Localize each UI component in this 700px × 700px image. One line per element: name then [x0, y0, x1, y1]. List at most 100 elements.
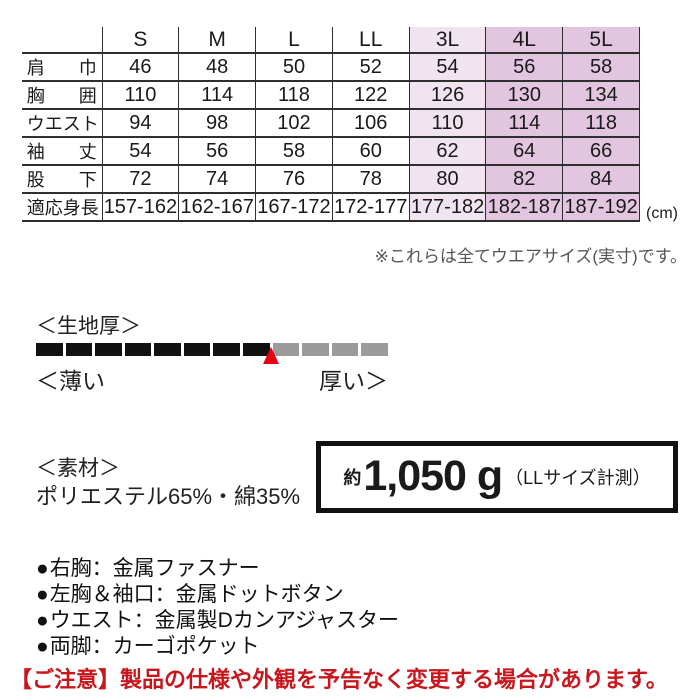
thickness-segment [36, 343, 63, 356]
size-cell: 122 [331, 81, 410, 110]
size-cell: 56 [485, 53, 563, 82]
thick-label: 厚い＞ [319, 368, 388, 394]
material-title: ＜素材＞ [36, 457, 120, 480]
size-cell: 114 [178, 81, 256, 110]
size-cell: 64 [485, 137, 563, 166]
size-cell: 62 [408, 137, 486, 166]
thickness-segment [213, 343, 241, 356]
table-row: 股下 72 74 76 78 80 82 84 [22, 165, 640, 194]
bullet-icon: ● [36, 635, 49, 658]
size-cell: 56 [178, 137, 256, 166]
table-row: 肩巾 46 48 50 52 54 56 58 [22, 53, 640, 82]
thickness-segment [95, 343, 122, 356]
table-row: 適応身長 157-162 162-167 167-172 172-177 177… [22, 193, 640, 222]
size-cell: 177-182 [408, 193, 486, 222]
bullet-icon: ● [36, 557, 49, 580]
size-cell: 66 [562, 137, 640, 166]
thickness-title: ＜生地厚＞ [36, 315, 141, 338]
list-item: ●左胸＆袖口：金属ドットボタン [36, 582, 399, 608]
thickness-segment [183, 343, 211, 356]
column-header: L [255, 27, 333, 54]
size-cell: 50 [255, 53, 333, 82]
size-cell: 187-192 [562, 193, 640, 222]
unit-label: (cm) [646, 205, 678, 222]
thin-label: ＜薄い [36, 368, 105, 394]
thickness-segment [65, 343, 93, 356]
size-cell: 46 [101, 53, 179, 82]
size-cell: 182-187 [485, 193, 563, 222]
size-cell: 110 [101, 81, 179, 110]
row-label: ウエスト [22, 109, 102, 138]
table-row: ウエスト 94 98 102 106 110 114 118 [22, 109, 640, 138]
size-cell: 118 [255, 81, 333, 110]
size-cell: 74 [178, 165, 256, 194]
size-cell: 48 [178, 53, 256, 82]
weight-suffix: （LLサイズ計測） [505, 468, 651, 488]
notice-text: 【ご注意】製品の仕様や外観を予告なく変更する場合があります。 [10, 667, 668, 692]
size-cell: 54 [408, 53, 486, 82]
column-header: LL [331, 27, 410, 54]
list-item: ●両脚：カーゴポケット [36, 634, 399, 660]
size-cell: 130 [485, 81, 563, 110]
size-cell: 172-177 [331, 193, 410, 222]
size-cell: 60 [331, 137, 410, 166]
feature-text: 両脚：カーゴポケット [49, 635, 260, 658]
size-cell: 134 [562, 81, 640, 110]
list-item: ●ウエスト：金属製Dカンアジャスター [36, 608, 399, 634]
size-cell: 52 [331, 53, 410, 82]
size-cell: 98 [178, 109, 256, 138]
bullet-icon: ● [36, 609, 49, 632]
feature-text: ウエスト：金属製Dカンアジャスター [49, 609, 399, 632]
thickness-segment [361, 343, 388, 356]
size-cell: 126 [408, 81, 486, 110]
size-table-header-row: S M L LL 3L 4L 5L [22, 27, 640, 54]
thickness-bar [36, 343, 388, 364]
row-label: 胸囲 [22, 81, 102, 110]
size-cell: 84 [562, 165, 640, 194]
size-cell: 80 [408, 165, 486, 194]
row-label: 適応身長 [22, 193, 102, 222]
thickness-marker-icon [262, 347, 279, 364]
row-label: 袖丈 [22, 137, 102, 166]
material-value: ポリエステル65%・綿35% [36, 484, 301, 509]
table-row: 袖丈 54 56 58 60 62 64 66 [22, 137, 640, 166]
size-cell: 76 [255, 165, 333, 194]
size-cell: 106 [331, 109, 410, 138]
size-cell: 102 [255, 109, 333, 138]
corner-cell [22, 27, 102, 54]
feature-text: 左胸＆袖口：金属ドットボタン [49, 583, 344, 606]
size-cell: 54 [101, 137, 179, 166]
size-cell: 58 [562, 53, 640, 82]
size-note: ※これらは全てウエアサイズ(実寸)です。 [374, 247, 687, 266]
size-table: S M L LL 3L 4L 5L 肩巾 46 48 50 52 54 56 5… [22, 27, 640, 222]
weight-value: 1,050 g [363, 451, 503, 500]
column-header: 4L [485, 27, 563, 54]
size-cell: 157-162 [101, 193, 179, 222]
size-cell: 110 [408, 109, 486, 138]
row-label: 股下 [22, 165, 102, 194]
column-header: 3L [408, 27, 486, 54]
size-cell: 82 [485, 165, 563, 194]
size-cell: 118 [562, 109, 640, 138]
thickness-scale-labels: ＜薄い 厚い＞ [36, 362, 388, 396]
thickness-segment [124, 343, 152, 356]
thickness-segment [302, 343, 329, 356]
feature-list: ●右胸：金属ファスナー ●左胸＆袖口：金属ドットボタン ●ウエスト：金属製Dカン… [36, 556, 399, 660]
size-cell: 72 [101, 165, 179, 194]
thickness-segment [154, 343, 181, 356]
size-cell: 78 [331, 165, 410, 194]
list-item: ●右胸：金属ファスナー [36, 556, 399, 582]
thickness-segment [272, 343, 300, 356]
size-cell: 162-167 [178, 193, 256, 222]
column-header: S [101, 27, 179, 54]
thickness-segment [331, 343, 359, 356]
size-cell: 94 [101, 109, 179, 138]
column-header: M [178, 27, 256, 54]
weight-prefix: 約 [343, 468, 362, 488]
weight-box: 約 1,050 g （LLサイズ計測） [316, 441, 678, 513]
size-cell: 58 [255, 137, 333, 166]
table-row: 胸囲 110 114 118 122 126 130 134 [22, 81, 640, 110]
size-cell: 167-172 [255, 193, 333, 222]
size-cell: 114 [485, 109, 563, 138]
feature-text: 右胸：金属ファスナー [49, 557, 260, 580]
